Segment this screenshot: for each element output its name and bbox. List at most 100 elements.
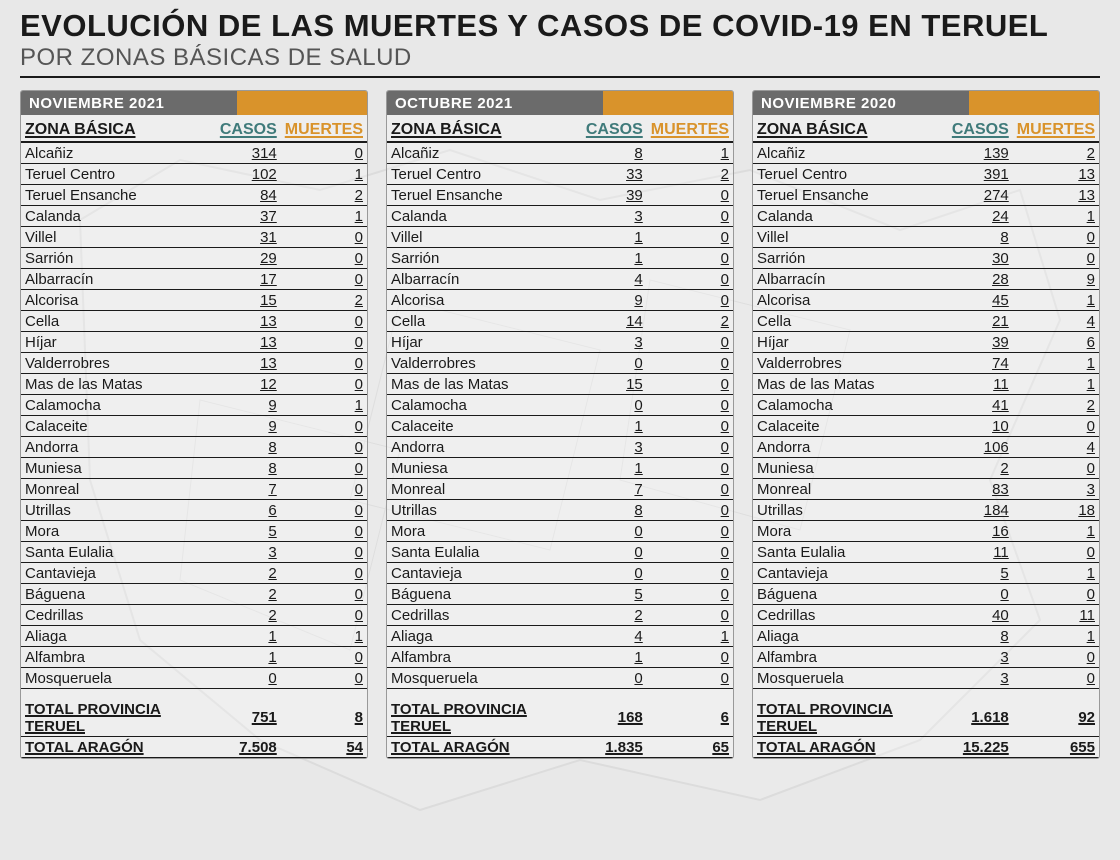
table-row: Cantavieja20 <box>21 563 367 584</box>
muertes-value: 0 <box>281 374 367 395</box>
zone-name: Báguena <box>753 584 948 605</box>
table-row: Calamocha00 <box>387 395 733 416</box>
table-row: Cedrillas4011 <box>753 605 1099 626</box>
table-row: Aliaga11 <box>21 626 367 647</box>
table-row: Calanda241 <box>753 206 1099 227</box>
col-header-muertes: MUERTES <box>1013 115 1099 142</box>
table-row: Santa Eulalia30 <box>21 542 367 563</box>
casos-value: 314 <box>216 142 281 164</box>
total-casos: 15.225 <box>948 736 1013 757</box>
table-row: Monreal70 <box>387 479 733 500</box>
page-subtitle: POR ZONAS BÁSICAS DE SALUD <box>20 44 1100 78</box>
casos-value: 1 <box>582 458 647 479</box>
panel-label: NOVIEMBRE 2021 <box>21 91 237 115</box>
table-row: Cella142 <box>387 311 733 332</box>
muertes-value: 0 <box>281 248 367 269</box>
zone-name: Calaceite <box>387 416 582 437</box>
table-row: Santa Eulalia00 <box>387 542 733 563</box>
casos-value: 21 <box>948 311 1013 332</box>
casos-value: 3 <box>948 668 1013 689</box>
casos-value: 12 <box>216 374 281 395</box>
zone-name: Cedrillas <box>387 605 582 626</box>
table-row: Aliaga81 <box>753 626 1099 647</box>
table-row: Calamocha412 <box>753 395 1099 416</box>
zone-name: Alcañiz <box>753 142 948 164</box>
total-label: TOTAL ARAGÓN <box>753 736 948 757</box>
table-row: Cantavieja51 <box>753 563 1099 584</box>
zone-name: Alcañiz <box>21 142 216 164</box>
zone-name: Alcorisa <box>21 290 216 311</box>
table-row: Báguena50 <box>387 584 733 605</box>
casos-value: 15 <box>582 374 647 395</box>
casos-value: 10 <box>948 416 1013 437</box>
casos-value: 13 <box>216 311 281 332</box>
table-row: Teruel Centro39113 <box>753 164 1099 185</box>
muertes-value: 0 <box>281 668 367 689</box>
muertes-value: 1 <box>1013 374 1099 395</box>
zone-name: Calanda <box>387 206 582 227</box>
table-row: Mas de las Matas150 <box>387 374 733 395</box>
table-row: Santa Eulalia110 <box>753 542 1099 563</box>
table-row: Muniesa20 <box>753 458 1099 479</box>
table-row: Utrillas80 <box>387 500 733 521</box>
muertes-value: 0 <box>281 500 367 521</box>
muertes-value: 0 <box>281 521 367 542</box>
zone-name: Calanda <box>753 206 948 227</box>
data-panel: OCTUBRE 2021ZONA BÁSICACASOSMUERTESAlcañ… <box>386 90 734 759</box>
table-row: Híjar396 <box>753 332 1099 353</box>
casos-value: 6 <box>216 500 281 521</box>
muertes-value: 0 <box>647 437 733 458</box>
muertes-value: 0 <box>281 563 367 584</box>
casos-value: 39 <box>582 185 647 206</box>
muertes-value: 0 <box>1013 584 1099 605</box>
muertes-value: 2 <box>647 164 733 185</box>
col-header-casos: CASOS <box>582 115 647 142</box>
table-row: Sarrión290 <box>21 248 367 269</box>
table-row: Villel80 <box>753 227 1099 248</box>
table-row: Híjar30 <box>387 332 733 353</box>
table-row: Mora161 <box>753 521 1099 542</box>
total-row: TOTAL ARAGÓN1.83565 <box>387 736 733 757</box>
table-row: Calaceite10 <box>387 416 733 437</box>
casos-value: 1 <box>582 416 647 437</box>
casos-value: 74 <box>948 353 1013 374</box>
table-row: Alfambra10 <box>21 647 367 668</box>
muertes-value: 0 <box>281 542 367 563</box>
total-muertes: 6 <box>647 699 733 737</box>
total-row: TOTAL PROVINCIA TERUEL1.61892 <box>753 699 1099 737</box>
table-row: Cedrillas20 <box>21 605 367 626</box>
col-header-casos: CASOS <box>216 115 281 142</box>
muertes-value: 0 <box>647 395 733 416</box>
zone-name: Híjar <box>387 332 582 353</box>
muertes-value: 0 <box>281 142 367 164</box>
casos-value: 0 <box>582 668 647 689</box>
zone-name: Utrillas <box>21 500 216 521</box>
zone-name: Mosqueruela <box>21 668 216 689</box>
zone-name: Mas de las Matas <box>753 374 948 395</box>
table-row: Albarracín170 <box>21 269 367 290</box>
casos-value: 17 <box>216 269 281 290</box>
table-row: Alfambra10 <box>387 647 733 668</box>
muertes-value: 1 <box>1013 521 1099 542</box>
muertes-value: 9 <box>1013 269 1099 290</box>
zone-name: Cantavieja <box>387 563 582 584</box>
total-casos: 7.508 <box>216 736 281 757</box>
zone-name: Albarracín <box>387 269 582 290</box>
table-row: Alcañiz1392 <box>753 142 1099 164</box>
zone-name: Villel <box>387 227 582 248</box>
table-row: Mora00 <box>387 521 733 542</box>
zone-name: Cedrillas <box>21 605 216 626</box>
muertes-value: 0 <box>647 332 733 353</box>
muertes-value: 0 <box>281 647 367 668</box>
zone-name: Mora <box>753 521 948 542</box>
panel-accent <box>969 91 1099 115</box>
zone-name: Sarrión <box>387 248 582 269</box>
muertes-value: 0 <box>647 185 733 206</box>
casos-value: 9 <box>216 416 281 437</box>
zone-name: Utrillas <box>387 500 582 521</box>
muertes-value: 18 <box>1013 500 1099 521</box>
casos-value: 5 <box>948 563 1013 584</box>
muertes-value: 1 <box>1013 626 1099 647</box>
col-header-zona: ZONA BÁSICA <box>387 115 582 142</box>
casos-value: 4 <box>582 269 647 290</box>
